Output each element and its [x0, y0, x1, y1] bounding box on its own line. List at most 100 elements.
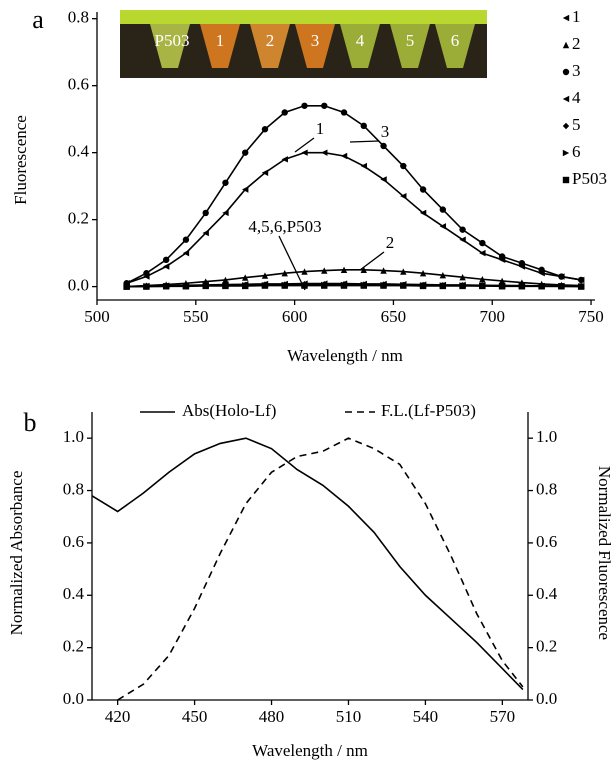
inset-label: 6: [451, 31, 460, 50]
x-tick-label: 600: [282, 307, 308, 326]
legend-label: P503: [572, 169, 607, 188]
marker: [182, 249, 190, 257]
marker: [281, 282, 288, 289]
marker: [360, 282, 367, 289]
y-tick-label: 0.6: [68, 75, 89, 94]
y2-tick-label: 0.8: [536, 479, 557, 498]
marker: [321, 102, 328, 109]
marker: [281, 109, 288, 116]
marker: [459, 226, 466, 233]
inset-label: 5: [406, 31, 415, 50]
annotation: 2: [386, 233, 395, 252]
marker: [439, 223, 447, 230]
marker: [360, 266, 367, 274]
x-tick-label: 420: [105, 707, 131, 726]
marker: [459, 274, 466, 281]
x-axis-title: Wavelength / nm: [252, 741, 368, 760]
panel-label: a: [32, 5, 44, 34]
y2-tick-label: 0.2: [536, 637, 557, 656]
x-tick-label: 480: [259, 707, 285, 726]
marker: [261, 126, 269, 133]
marker: [498, 277, 506, 285]
marker: [419, 282, 427, 290]
marker: [301, 282, 308, 289]
marker: [242, 186, 249, 193]
marker: [400, 192, 407, 200]
y-tick-label: 0.0: [63, 689, 84, 708]
legend-label: 2: [572, 34, 581, 53]
marker: [518, 283, 526, 290]
legend-label: 5: [572, 115, 581, 134]
y-tick-label: 0.8: [68, 8, 89, 27]
y-tick-label: 0.6: [63, 532, 84, 551]
legend-marker: [562, 41, 570, 49]
x-tick-label: 650: [381, 307, 407, 326]
x-tick-label: 500: [84, 307, 110, 326]
marker: [380, 267, 387, 274]
marker: [340, 282, 348, 289]
marker: [222, 282, 229, 290]
marker: [242, 282, 249, 290]
legend-marker: [562, 95, 570, 103]
y2-tick-label: 0.0: [536, 689, 557, 708]
legend-marker: [562, 122, 570, 130]
marker: [340, 266, 348, 274]
series-line: [126, 104, 582, 284]
legend-label: Abs(Holo-Lf): [182, 401, 276, 420]
legend-label: 1: [572, 7, 581, 26]
marker: [558, 273, 565, 280]
x-tick-label: 700: [479, 307, 505, 326]
y-tick-label: 0.2: [63, 637, 84, 656]
annotation: 3: [381, 122, 390, 141]
marker: [380, 176, 387, 183]
marker: [360, 122, 367, 130]
marker: [419, 186, 427, 193]
series-line: [117, 437, 524, 701]
marker: [143, 283, 150, 290]
marker: [261, 282, 269, 289]
legend-marker: [562, 68, 570, 76]
legend-label: F.L.(Lf-P503): [381, 401, 476, 420]
legend-label: 3: [572, 61, 581, 80]
series-line: [126, 151, 582, 285]
marker: [400, 162, 407, 170]
series-line: [126, 284, 582, 288]
marker: [261, 272, 269, 279]
y-tick-label: 1.0: [63, 427, 84, 446]
annotation-pointer: [278, 235, 306, 291]
x-tick-label: 750: [578, 307, 604, 326]
marker: [538, 266, 545, 274]
marker: [419, 270, 427, 277]
x-tick-label: 540: [413, 707, 439, 726]
annotation-pointer: [349, 140, 380, 143]
marker: [479, 239, 486, 247]
marker: [479, 276, 486, 283]
y2-tick-label: 0.6: [536, 532, 557, 551]
x-tick-label: 570: [490, 707, 516, 726]
annotation-pointer: [359, 251, 385, 271]
marker: [340, 152, 348, 160]
marker: [380, 142, 387, 150]
marker: [498, 283, 506, 290]
marker: [281, 156, 288, 163]
marker: [222, 209, 229, 217]
y-axis-title: Fluorescence: [11, 115, 30, 205]
y-tick-label: 0.2: [68, 209, 89, 228]
marker: [439, 282, 447, 290]
marker: [281, 270, 288, 277]
legend-label: 4: [572, 88, 581, 107]
marker: [321, 267, 328, 274]
marker: [261, 169, 269, 176]
marker: [301, 102, 308, 109]
marker: [419, 209, 427, 217]
marker: [143, 270, 150, 277]
marker: [301, 149, 308, 156]
legend-marker: [562, 149, 570, 157]
inset-label: 2: [266, 31, 275, 50]
x-tick-label: 510: [336, 707, 362, 726]
marker: [538, 283, 545, 290]
marker: [242, 149, 249, 156]
marker: [400, 268, 407, 275]
marker: [518, 259, 526, 267]
annotation-pointer: [294, 137, 315, 153]
